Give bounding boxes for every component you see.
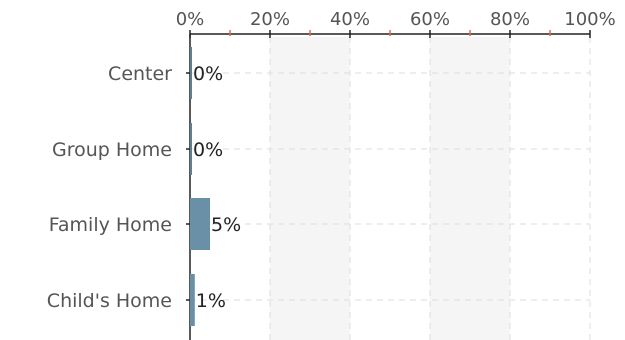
- x-tick-label: 60%: [410, 9, 450, 30]
- category-label: Group Home: [52, 139, 172, 161]
- axes: [186, 33, 590, 340]
- x-tick-label: 0%: [176, 9, 205, 30]
- band: [430, 37, 510, 340]
- gridlines: [190, 37, 591, 340]
- bar: [190, 47, 192, 99]
- x-tick-label: 40%: [330, 9, 370, 30]
- labels: Center 0% Group Home 0% Family Home 5% Child's…: [47, 63, 241, 312]
- category-label: Family Home: [49, 214, 172, 236]
- category-label: Center: [108, 63, 172, 85]
- x-tick-label: 20%: [250, 9, 290, 30]
- x-tick-label: 80%: [490, 9, 530, 30]
- data-label: 1%: [196, 290, 226, 312]
- data-label: 0%: [193, 63, 223, 85]
- x-tick-label: 100%: [564, 9, 615, 30]
- data-label: 0%: [193, 139, 223, 161]
- bar: [190, 274, 195, 326]
- data-label: 5%: [211, 214, 241, 236]
- alternating-bands: [270, 37, 510, 340]
- band: [270, 37, 350, 340]
- category-label: Child's Home: [47, 290, 172, 312]
- bars: [190, 47, 210, 326]
- bar: [190, 198, 210, 250]
- x-ticks: 0% 20% 40% 60% 80% 100%: [176, 9, 616, 38]
- bar: [190, 123, 192, 175]
